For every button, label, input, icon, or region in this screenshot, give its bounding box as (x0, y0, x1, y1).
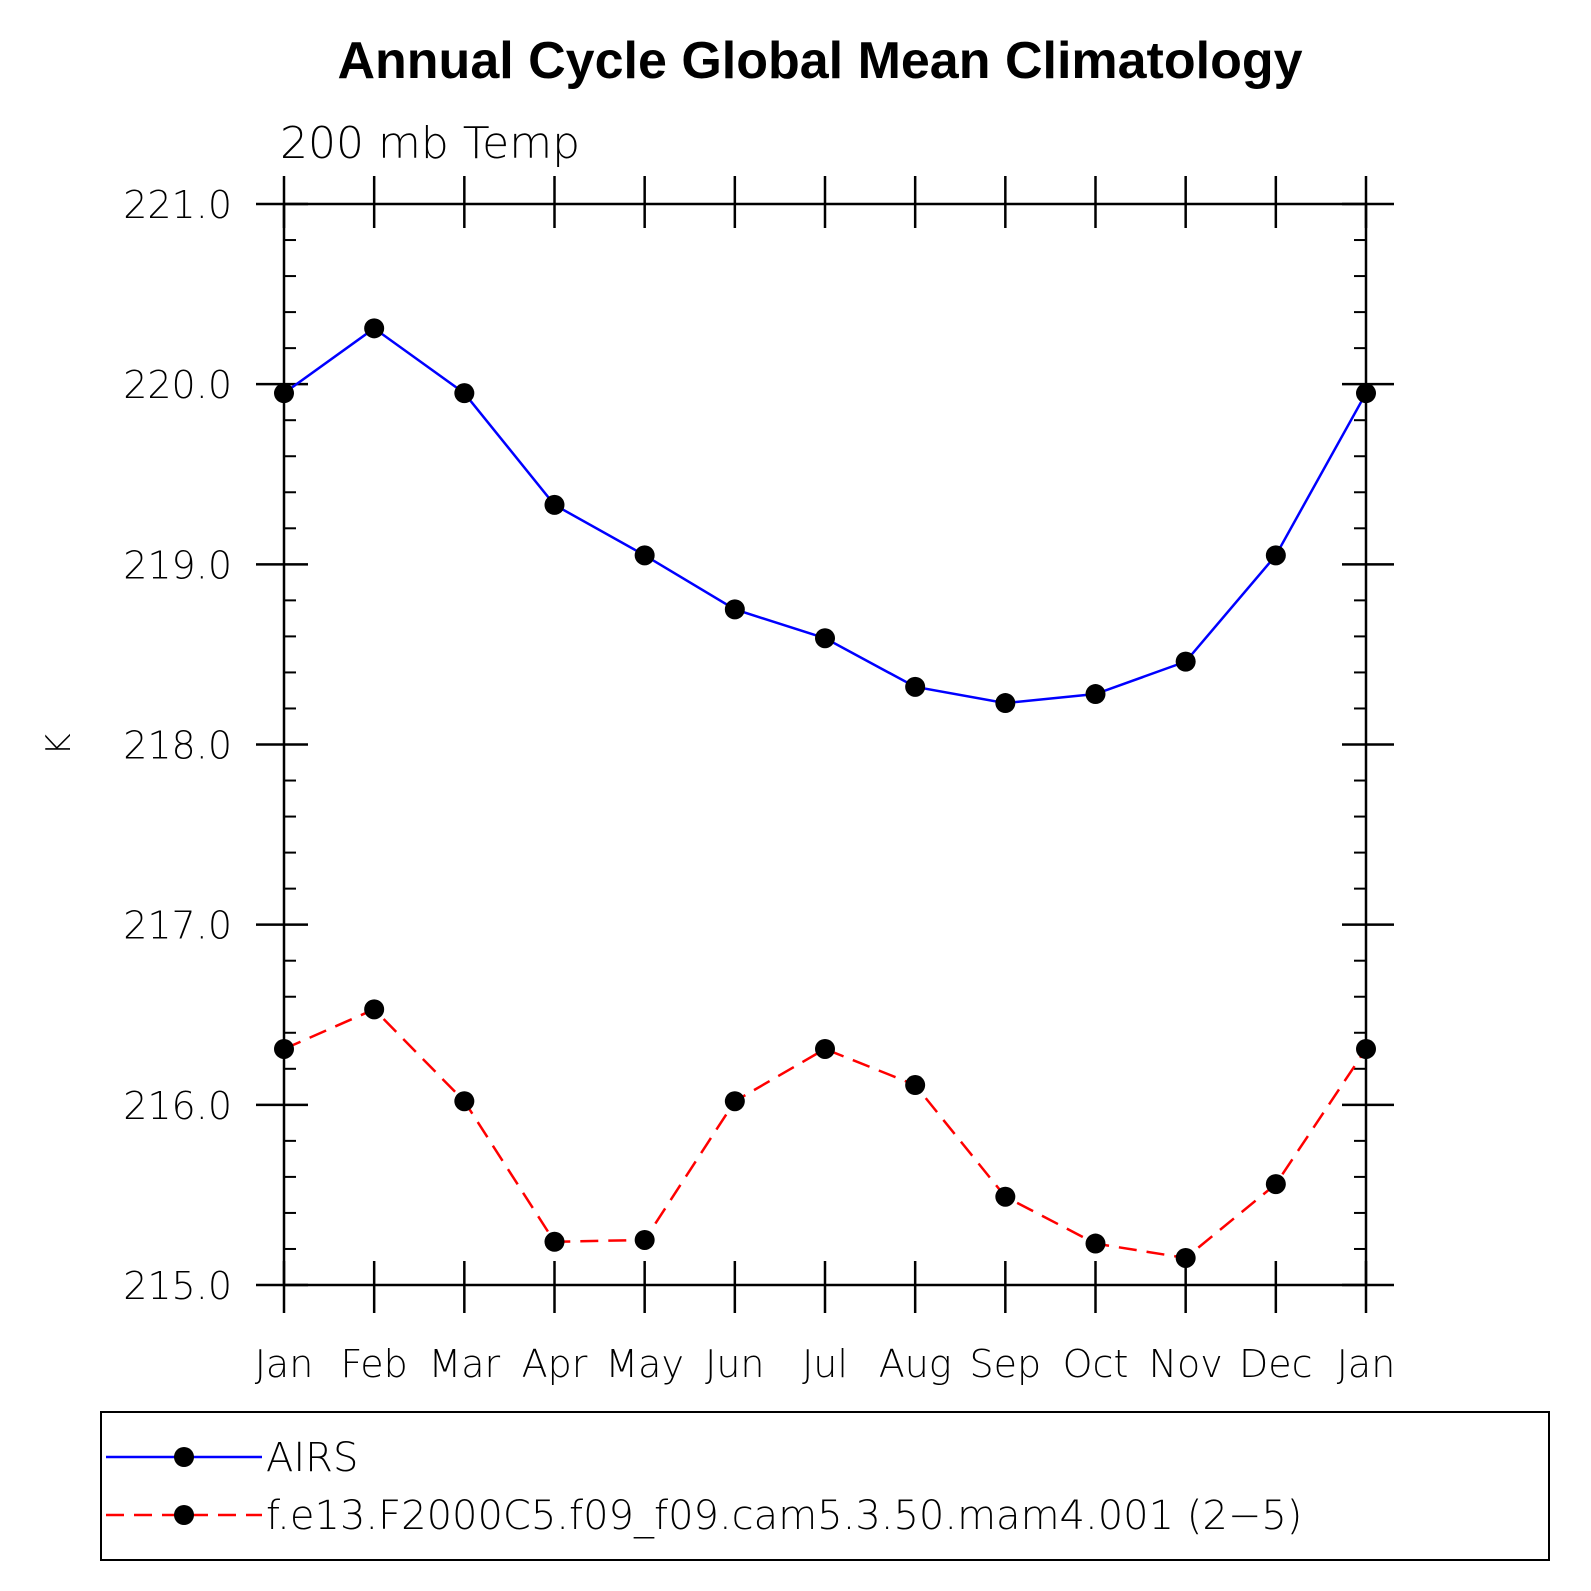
series-2-point (544, 1231, 565, 1252)
x-tick-label: Sep (970, 1342, 1042, 1386)
plot-frame (282, 202, 1368, 1287)
x-tick-label: Nov (1149, 1342, 1223, 1386)
legend: AIRS f.e13.F2000C5.f09_f09.cam5.3.50.mam4… (100, 1411, 1550, 1561)
y-axis-ticks: 215.0 216.0 217.0 218.0 219.0 220.0 221.0 (123, 183, 1394, 1308)
y-axis-label: K (39, 733, 79, 755)
y-tick-label: 216.0 (123, 1084, 232, 1128)
x-tick-label: Mar (428, 1342, 500, 1386)
legend-marker-2 (174, 1505, 194, 1525)
series-1-point (995, 693, 1016, 714)
x-tick-label: Feb (341, 1342, 408, 1386)
series-1-point (364, 318, 385, 339)
series-1-point (274, 383, 294, 404)
series-1-point (544, 494, 565, 515)
x-tick-label: Dec (1239, 1342, 1313, 1386)
series-2-point (634, 1229, 655, 1250)
series-1-point (1175, 651, 1196, 672)
series-2-point (454, 1091, 475, 1112)
x-tick-label: Apr (522, 1342, 588, 1386)
series-1-point (724, 599, 745, 620)
chart-subtitle: 200 mb Temp (280, 118, 580, 169)
series-1-point (454, 383, 475, 404)
legend-label-1: AIRS (266, 1435, 358, 1481)
x-tick-label: Aug (879, 1342, 952, 1386)
series-2-point (1175, 1247, 1196, 1268)
series-1-point (634, 545, 655, 566)
y-tick-label: 218.0 (123, 724, 232, 768)
y-tick-label: 219.0 (123, 543, 232, 587)
series-1-point (1265, 545, 1286, 566)
series-2-point (905, 1075, 926, 1096)
series-1-point (815, 628, 835, 649)
legend-marker-1 (174, 1447, 194, 1467)
series-1-point (905, 676, 926, 697)
x-tick-label: May (605, 1342, 684, 1386)
series-1-point (1085, 684, 1106, 705)
chart-title: Annual Cycle Global Mean Climatology (337, 32, 1302, 90)
x-axis-ticks: Jan Feb Mar Apr May Jun Jul Aug Sep Oct Nov Dec Jan (255, 176, 1396, 1386)
series-2-point (274, 1038, 294, 1059)
x-tick-label: Jul (802, 1342, 848, 1386)
series-2-point (815, 1038, 835, 1059)
y-tick-label: 220.0 (123, 363, 232, 407)
x-tick-label: Jan (255, 1342, 314, 1386)
y-tick-label: 215.0 (123, 1264, 232, 1308)
legend-label-2: f.e13.F2000C5.f09_f09.cam5.3.50.mam4.001… (266, 1493, 1302, 1539)
series-2-point (995, 1186, 1016, 1207)
x-tick-label: Jun (705, 1342, 764, 1386)
series-2-point (1085, 1233, 1106, 1254)
y-tick-label: 217.0 (123, 904, 232, 948)
y-tick-label: 221.0 (123, 183, 232, 227)
legend-box (100, 1411, 1550, 1561)
x-tick-label: Oct (1063, 1342, 1129, 1386)
series-2-point (1356, 1038, 1376, 1059)
series-2-point (724, 1091, 745, 1112)
x-tick-label: Jan (1337, 1342, 1396, 1386)
minor-ticks (284, 239, 1366, 1250)
series-2-point (364, 999, 385, 1020)
series-2-point (1265, 1174, 1286, 1195)
series-1-point (1356, 383, 1376, 404)
series-layer (274, 318, 1376, 1268)
